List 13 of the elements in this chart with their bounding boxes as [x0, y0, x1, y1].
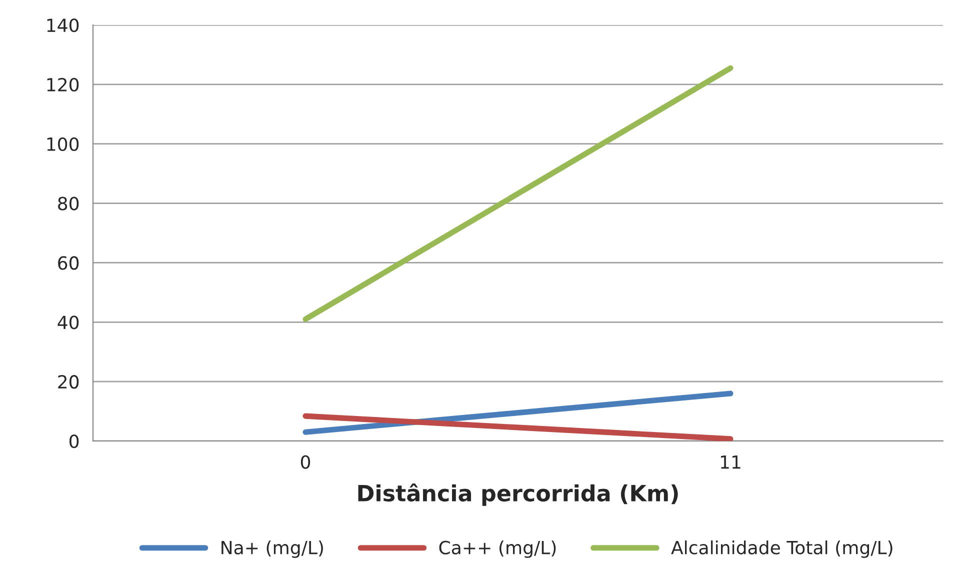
y-tick-label: 20 [58, 375, 79, 389]
legend-label: Ca++ (mg/L) [439, 540, 556, 558]
y-tick-label: 40 [58, 316, 79, 330]
y-tick-label: 80 [58, 196, 79, 210]
y-tick-label: 0 [70, 434, 79, 448]
legend-label: Na+ (mg/L) [222, 540, 323, 558]
y-tick-label: 140 [47, 18, 79, 32]
legend-label: Alcalinidade Total (mg/L) [671, 540, 892, 558]
x-axis-title: Distância percorrida (Km) [358, 483, 678, 506]
x-tick-label: 11 [720, 455, 740, 469]
y-tick-label: 120 [47, 78, 79, 92]
y-tick-label: 100 [47, 137, 79, 151]
y-tick-label: 60 [58, 256, 79, 270]
